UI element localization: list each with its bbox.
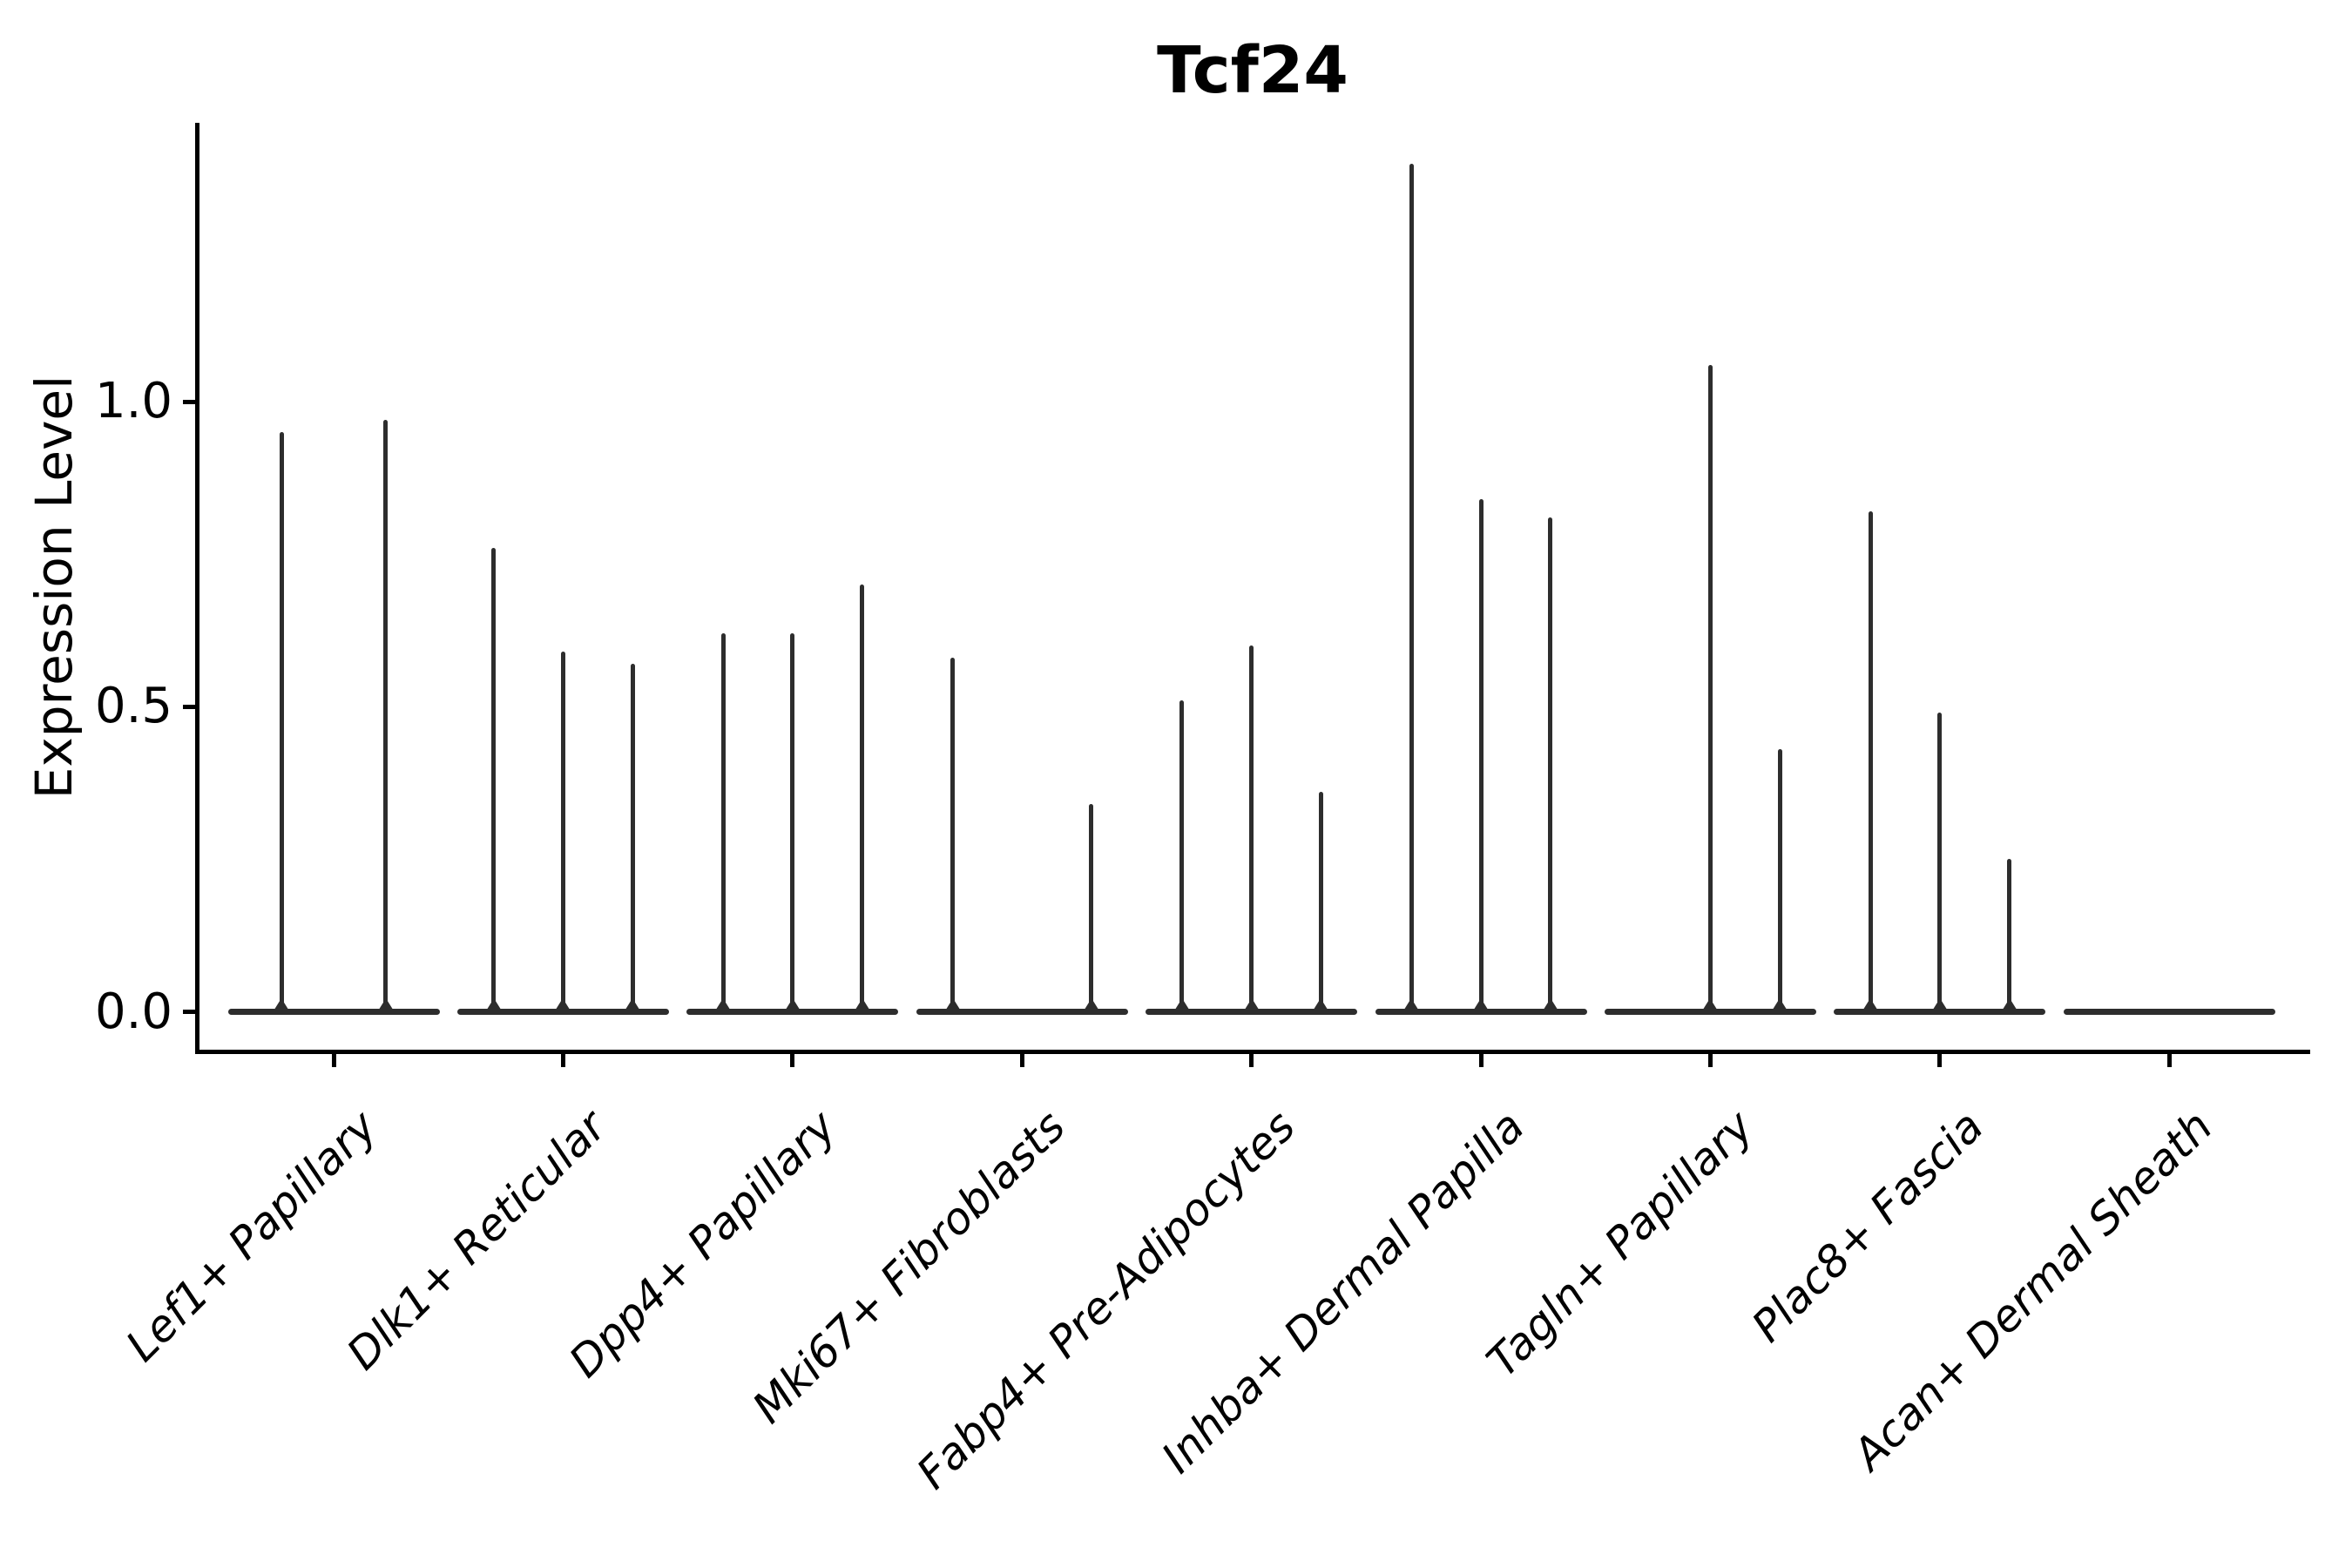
x-tick	[2166, 1053, 2172, 1067]
violin-foot	[554, 997, 572, 1012]
violin-spike	[630, 664, 635, 1014]
x-tick	[1707, 1053, 1713, 1067]
violin-spike	[1707, 364, 1713, 1014]
violin-foot	[1472, 997, 1490, 1012]
violin-foot	[943, 997, 962, 1012]
violin-spike	[860, 585, 864, 1014]
violin-spike	[720, 633, 726, 1014]
violin-foot	[1082, 997, 1100, 1012]
x-axis-spine	[195, 1050, 2310, 1054]
y-tick	[183, 1010, 195, 1014]
x-tick	[1019, 1053, 1024, 1067]
violin-spike	[1089, 804, 1094, 1014]
violin-spike	[491, 548, 497, 1014]
y-tick-label: 0.5	[94, 678, 172, 735]
y-tick	[183, 704, 195, 709]
violin-foot	[1701, 997, 1720, 1012]
violin-foot	[714, 997, 733, 1012]
violin-spike	[1249, 645, 1254, 1014]
violin-spike	[1868, 511, 1873, 1014]
violin-foot	[1541, 997, 1559, 1012]
violin-foot	[2000, 997, 2018, 1012]
chart-title: Tcf24	[1157, 33, 1348, 108]
y-tick-label: 1.0	[94, 373, 172, 429]
violin-spike	[1409, 163, 1414, 1014]
violin-foot	[273, 997, 291, 1012]
violin-spike	[1318, 792, 1323, 1014]
violin-spike	[1478, 499, 1484, 1014]
violin-foot	[624, 997, 642, 1012]
violin-foot	[1930, 997, 1949, 1012]
violin-spike	[1179, 700, 1185, 1014]
violin-foot	[1242, 997, 1260, 1012]
violin-spike	[950, 658, 955, 1014]
violin-baseline	[227, 1009, 440, 1015]
violin-foot	[484, 997, 503, 1012]
x-tick	[1249, 1053, 1254, 1067]
violin-spike	[560, 652, 565, 1014]
violin-spike	[1777, 749, 1782, 1014]
violin-foot	[783, 997, 801, 1012]
y-axis-spine	[195, 123, 199, 1054]
y-tick-label: 0.0	[94, 983, 172, 1040]
y-tick	[183, 399, 195, 404]
violin-foot	[1312, 997, 1330, 1012]
violin-foot	[853, 997, 871, 1012]
x-tick	[1937, 1053, 1943, 1067]
violin-baseline	[916, 1009, 1128, 1015]
x-tick	[331, 1053, 336, 1067]
violin-spike	[1548, 517, 1553, 1014]
violin-spike	[383, 420, 389, 1014]
violin-foot	[1771, 997, 1789, 1012]
violin-spike	[790, 633, 795, 1014]
violin-foot	[1862, 997, 1880, 1012]
violin-spike	[2007, 859, 2011, 1014]
x-tick	[790, 1053, 795, 1067]
x-tick	[560, 1053, 565, 1067]
violin-foot	[1173, 997, 1191, 1012]
violin-foot	[376, 997, 395, 1012]
violin-spike	[1937, 713, 1943, 1014]
violin-baseline	[2063, 1009, 2275, 1015]
x-tick	[1478, 1053, 1484, 1067]
violin-spike	[279, 432, 284, 1014]
violin-foot	[1402, 997, 1421, 1012]
